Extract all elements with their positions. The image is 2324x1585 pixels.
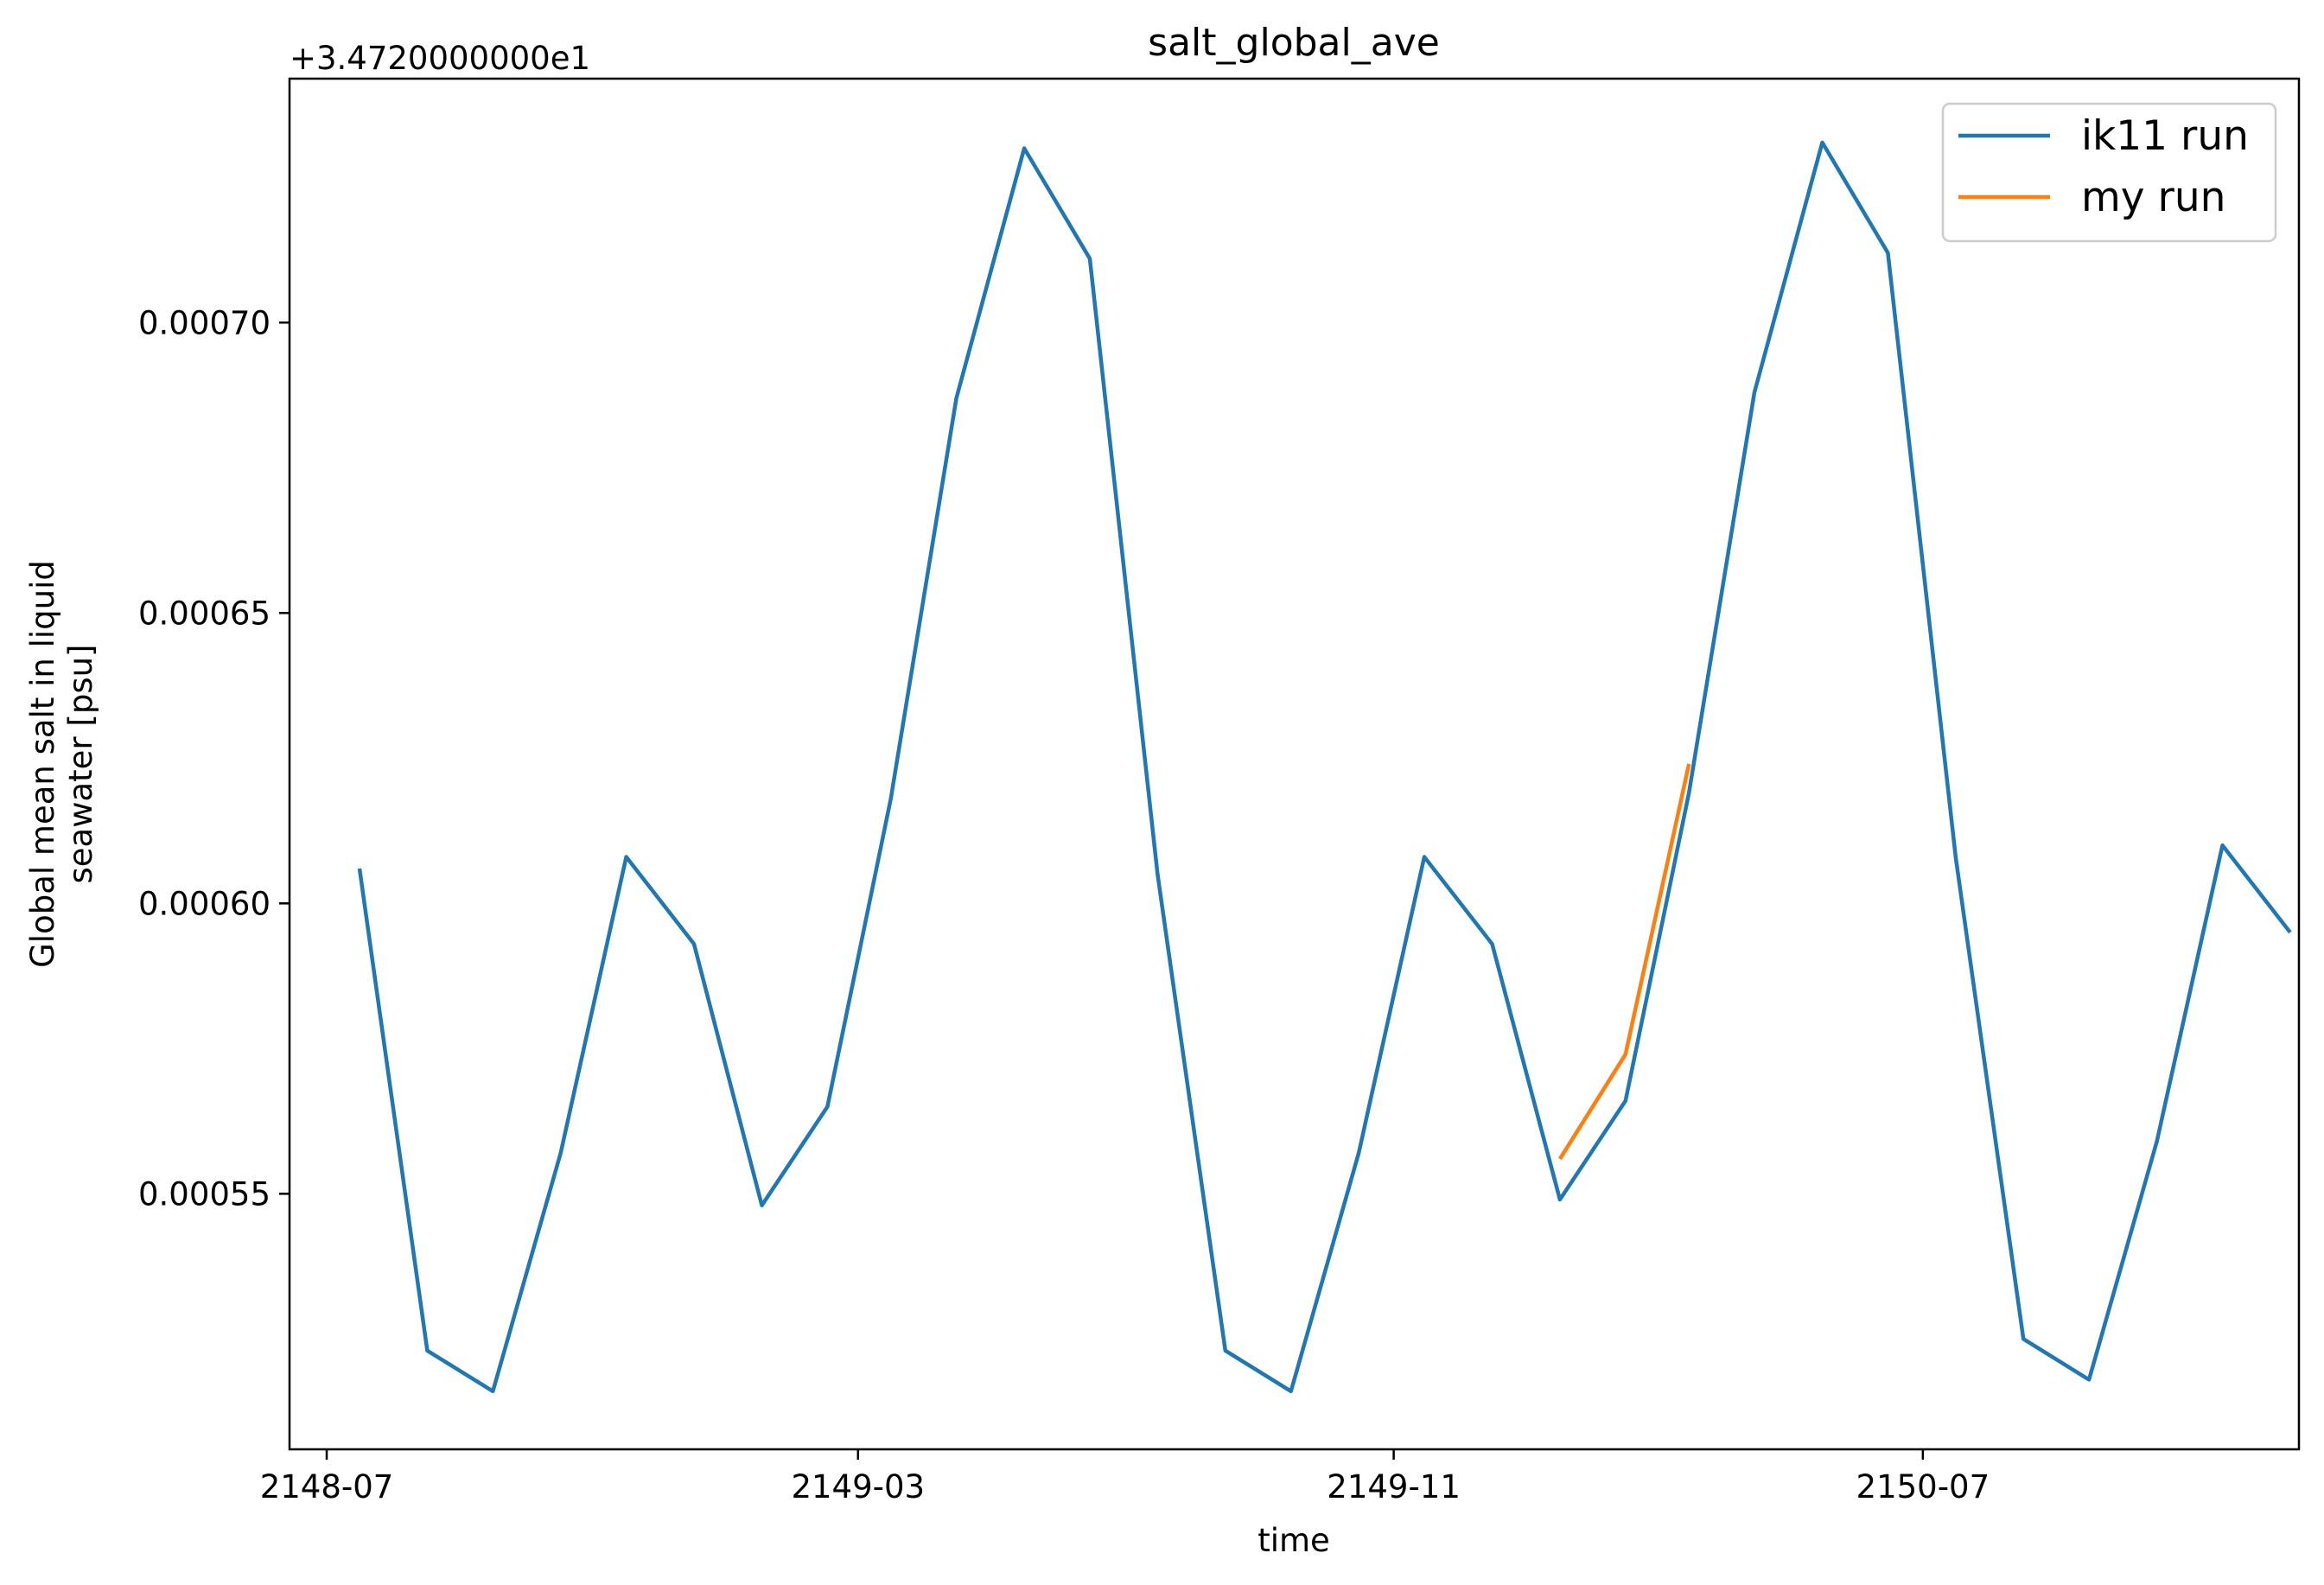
x-axis-label: time — [1258, 1522, 1330, 1559]
x-tick-label: 2149-03 — [791, 1468, 925, 1505]
y-tick-label: 0.00055 — [138, 1175, 271, 1213]
ticks-layer: 2148-07 2149-03 2149-11 2150-07 0.00055 0.000… — [138, 304, 1990, 1505]
legend-box — [1941, 102, 2277, 243]
legend-label-ik11-run: ik11 run — [2081, 112, 2249, 160]
y-axis-label-line-2: seawater [psu] — [62, 645, 99, 884]
y-axis-offset-text: +3.4720000000e1 — [290, 40, 590, 77]
plot-area-frame — [288, 77, 2301, 1451]
series-line-my-run — [1557, 763, 1691, 1161]
legend-label-my-run: my run — [2081, 174, 2225, 221]
x-tick-label: 2150-07 — [1856, 1468, 1990, 1505]
y-axis-label-group: Global mean salt in liquid seawater [psu… — [24, 560, 99, 968]
series-line-ik11-run — [357, 140, 2292, 1394]
legend: ik11 run my run — [1941, 102, 2277, 243]
y-axis-label-line-1: Global mean salt in liquid — [24, 560, 61, 968]
x-tick-label: 2149-11 — [1327, 1468, 1461, 1505]
y-tick-label: 0.00060 — [138, 885, 271, 922]
y-tick-label: 0.00065 — [138, 595, 271, 632]
chart-title: salt_global_ave — [1148, 21, 1440, 65]
y-tick-label: 0.00070 — [138, 304, 271, 341]
series-layer — [357, 140, 2292, 1394]
x-tick-label: 2148-07 — [260, 1468, 394, 1505]
